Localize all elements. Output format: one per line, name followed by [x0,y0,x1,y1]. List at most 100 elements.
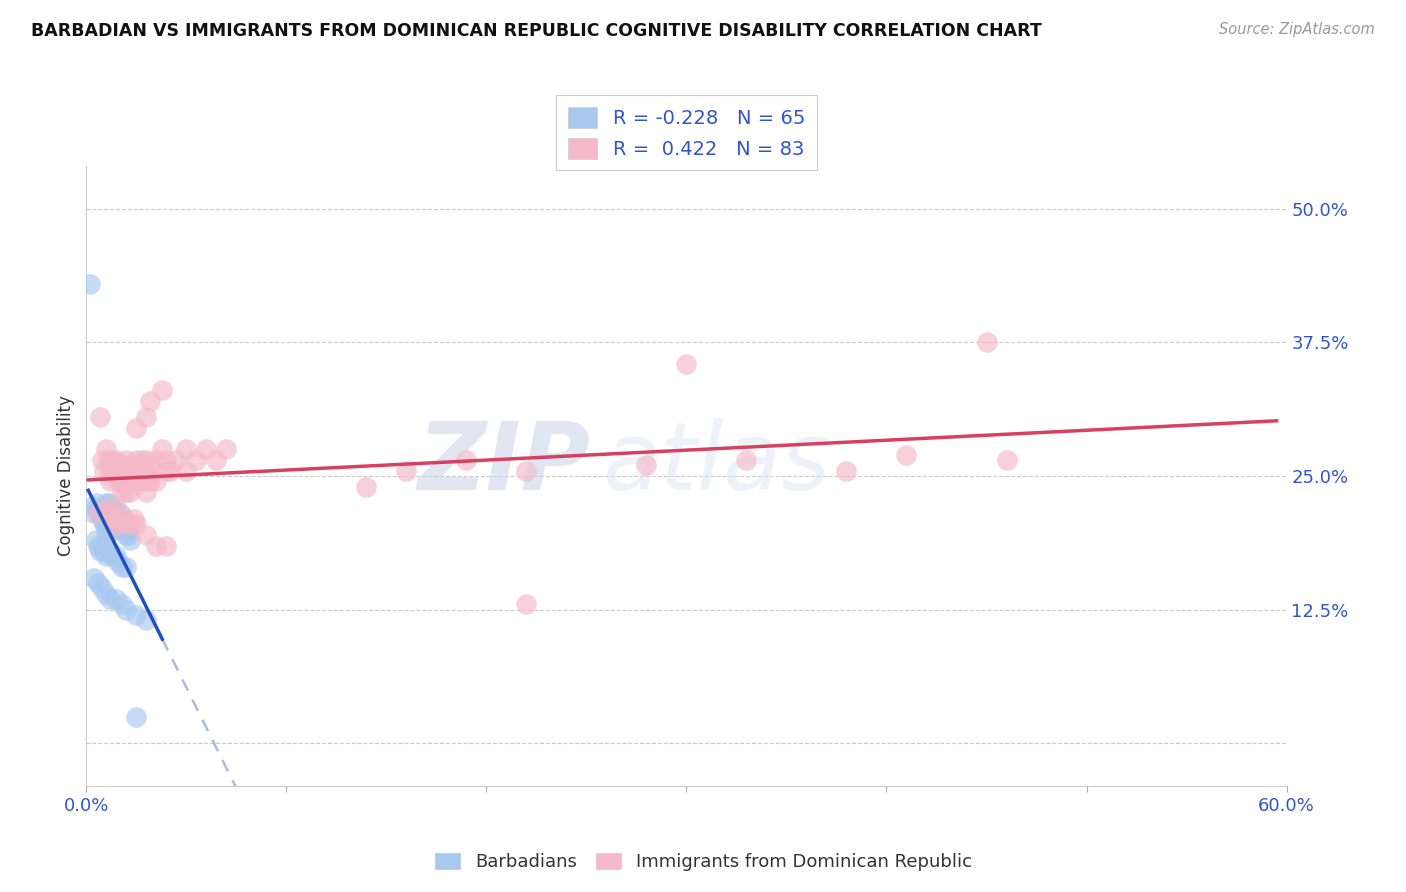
Point [93,507,115,521]
Point [115,512,138,526]
Point [150,384,173,398]
Point [103,517,125,532]
Point [176,442,198,457]
Point [98,507,121,521]
Point [101,507,124,521]
Point [176,464,198,478]
Point [125,421,148,435]
Text: Source: ZipAtlas.com: Source: ZipAtlas.com [1219,22,1375,37]
Point [115,517,138,532]
Point [96,528,118,542]
Point [115,523,138,537]
Point [110,507,132,521]
Point [89,544,111,558]
Point [96,442,118,457]
Point [111,512,134,526]
Point [120,533,142,548]
Point [135,528,157,542]
Point [87,539,110,553]
Point [96,501,118,516]
Point [89,507,111,521]
Point [139,475,162,489]
Point [125,608,148,623]
Point [139,394,162,409]
Point [107,475,129,489]
Point [111,464,134,478]
Point [98,496,121,510]
Point [89,410,111,425]
Point [96,523,118,537]
Point [145,453,167,467]
Point [125,453,148,467]
Point [107,464,129,478]
Point [107,512,129,526]
Point [115,560,138,574]
Point [115,485,138,500]
Point [105,464,128,478]
Text: BARBADIAN VS IMMIGRANTS FROM DOMINICAN REPUBLIC COGNITIVE DISABILITY CORRELATION: BARBADIAN VS IMMIGRANTS FROM DOMINICAN R… [31,22,1042,40]
Point [105,523,128,537]
Point [131,453,153,467]
Point [91,539,114,553]
Point [115,475,138,489]
Point [675,357,697,371]
Point [195,442,218,457]
Point [84,501,107,516]
Point [155,464,177,478]
Point [98,507,121,521]
Point [83,571,105,585]
Point [101,512,124,526]
Point [155,453,177,467]
Point [111,458,134,473]
Point [115,464,138,478]
Point [87,576,110,591]
Point [145,539,167,553]
Point [155,539,177,553]
Text: ZIP: ZIP [418,417,591,509]
Point [96,587,118,601]
Point [96,501,118,516]
Point [135,475,157,489]
Point [515,464,537,478]
Point [107,555,129,569]
Point [96,544,118,558]
Legend: Barbadians, Immigrants from Dominican Republic: Barbadians, Immigrants from Dominican Re… [426,845,980,879]
Point [98,544,121,558]
Point [98,592,121,607]
Point [120,475,142,489]
Point [101,512,124,526]
Point [112,475,135,489]
Point [139,458,162,473]
Point [103,512,125,526]
Point [105,453,128,467]
Point [101,501,124,516]
Point [115,603,138,617]
Point [121,464,143,478]
Point [87,507,110,521]
Point [110,475,132,489]
Point [83,507,105,521]
Point [91,501,114,516]
Point [103,507,125,521]
Text: atlas: atlas [602,418,831,509]
Point [105,501,128,516]
Point [97,501,120,516]
Point [636,458,658,473]
Point [96,517,118,532]
Point [91,453,114,467]
Point [96,496,118,510]
Point [205,453,228,467]
Point [105,549,128,564]
Point [129,475,152,489]
Point [111,598,134,612]
Point [150,442,173,457]
Point [131,464,153,478]
Point [96,539,118,553]
Point [91,582,114,596]
Y-axis label: Cognitive Disability: Cognitive Disability [58,395,75,557]
Point [515,598,537,612]
Point [84,496,107,510]
Point [121,475,143,489]
Point [456,453,478,467]
Point [135,485,157,500]
